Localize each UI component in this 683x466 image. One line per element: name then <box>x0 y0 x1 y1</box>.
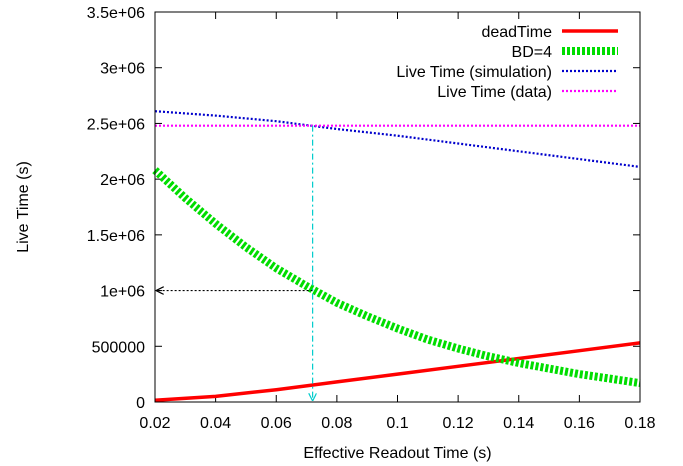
series-line-1 <box>152 167 641 388</box>
x-tick-label: 0.08 <box>321 415 352 432</box>
plot-frame <box>154 11 641 403</box>
x-tick-label: 0.1 <box>386 415 408 432</box>
legend-label-1: BD=4 <box>512 44 553 61</box>
x-tick-label: 0.16 <box>564 415 595 432</box>
x-tick-label: 0.02 <box>139 415 170 432</box>
y-tick-label: 500000 <box>92 339 145 356</box>
x-tick-label: 0.18 <box>624 415 655 432</box>
x-axis-title: Effective Readout Time (s) <box>303 445 491 462</box>
x-tick-label: 0.06 <box>261 415 292 432</box>
legend-label-3: Live Time (data) <box>437 84 552 101</box>
legend: deadTime BD=4 Live Time (simulation) Live T… <box>396 24 618 101</box>
x-tick-label: 0.12 <box>443 415 474 432</box>
y-tick-label: 1e+06 <box>100 284 145 301</box>
series-layer <box>152 110 641 403</box>
y-tick-label: 0 <box>136 395 145 412</box>
y-tick-label: 3e+06 <box>100 61 145 78</box>
series-line-2 <box>154 110 641 168</box>
y-tick-label: 1.5e+06 <box>87 228 145 245</box>
legend-label-0: deadTime <box>481 24 552 41</box>
ticks-layer: 0.02 0.04 0.06 0.08 0.1 0.12 0.14 0.16 0.18 0 5000… <box>87 5 656 432</box>
y-axis-title: Live Time (s) <box>15 161 32 253</box>
x-tick-label: 0.04 <box>200 415 231 432</box>
legend-label-2: Live Time (simulation) <box>396 64 552 81</box>
y-tick-label: 2e+06 <box>100 172 145 189</box>
x-tick-label: 0.14 <box>503 415 534 432</box>
y-tick-label: 2.5e+06 <box>87 116 145 133</box>
series-line-0 <box>154 341 641 403</box>
y-tick-label: 3.5e+06 <box>87 5 145 22</box>
annotation-layer <box>157 125 313 400</box>
